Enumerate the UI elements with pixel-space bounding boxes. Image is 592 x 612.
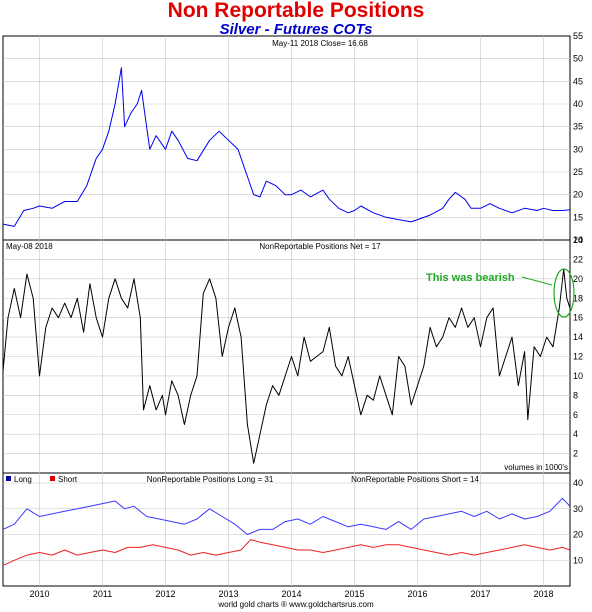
y-tick-label: 20	[573, 190, 583, 200]
legend-long-label: Long	[14, 475, 32, 484]
long-short-panel	[2, 472, 571, 587]
y-tick-label: 25	[573, 167, 583, 177]
y-tick-label: 50	[573, 54, 583, 64]
y-tick-label: 55	[573, 31, 583, 41]
page-title: Non Reportable Positions	[167, 0, 425, 22]
y-tick-label: 45	[573, 76, 583, 86]
y-tick-label: 10	[573, 555, 583, 565]
price-panel	[2, 35, 571, 241]
legend-long-swatch	[6, 476, 11, 481]
series-line-short-2	[2, 539, 571, 566]
y-tick-label: 35	[573, 122, 583, 132]
series-line-0	[2, 67, 571, 227]
legend-short-label: Short	[58, 475, 78, 484]
y-tick-label: 18	[573, 293, 583, 303]
long-header: NonReportable Positions Long = 31	[147, 475, 274, 484]
y-tick-label: 22	[573, 254, 583, 264]
y-tick-label: 30	[573, 144, 583, 154]
annotation-arrow	[521, 276, 553, 286]
y-tick-label: 40	[573, 478, 583, 488]
annotation-text: This was bearish	[426, 272, 515, 284]
x-tick-label: 2012	[156, 589, 176, 599]
page-subtitle: Silver - Futures COTs	[219, 21, 373, 38]
y-tick-label: 10	[573, 371, 583, 381]
series-line-1	[2, 268, 571, 464]
footer-credit: world gold charts ® www.goldchartsrus.co…	[217, 600, 374, 609]
annotation-ellipse	[553, 268, 575, 318]
y-tick-label: 4	[573, 429, 578, 439]
y-tick-label: 12	[573, 352, 583, 362]
short-header: NonReportable Positions Short = 14	[351, 475, 479, 484]
x-tick-label: 2016	[408, 589, 428, 599]
y-tick-label: 6	[573, 410, 578, 420]
y-tick-label: 10	[573, 235, 583, 245]
net-header: NonReportable Positions Net = 17	[259, 242, 381, 251]
y-tick-label: 30	[573, 504, 583, 514]
x-tick-label: 2014	[282, 589, 302, 599]
y-tick-label: 8	[573, 390, 578, 400]
net-date-label: May-08 2018	[6, 242, 53, 251]
y-tick-label: 20	[573, 274, 583, 284]
x-tick-label: 2011	[93, 589, 112, 599]
series-line-long-2	[2, 497, 571, 535]
legend-short-swatch	[50, 476, 55, 481]
price-header: May-11 2018 Close= 16.68	[272, 39, 368, 48]
x-tick-label: 2013	[219, 589, 239, 599]
y-tick-label: 15	[573, 212, 583, 222]
y-tick-label: 14	[573, 332, 583, 342]
volume-note: volumes in 1000's	[504, 463, 568, 472]
y-tick-label: 24	[573, 235, 583, 245]
x-tick-label: 2015	[345, 589, 365, 599]
y-tick-label: 40	[573, 99, 583, 109]
x-tick-label: 2010	[30, 589, 50, 599]
y-tick-label: 2	[573, 449, 578, 459]
x-tick-label: 2018	[534, 589, 554, 599]
y-tick-label: 16	[573, 313, 583, 323]
y-tick-label: 20	[573, 530, 583, 540]
x-tick-label: 2017	[471, 589, 491, 599]
